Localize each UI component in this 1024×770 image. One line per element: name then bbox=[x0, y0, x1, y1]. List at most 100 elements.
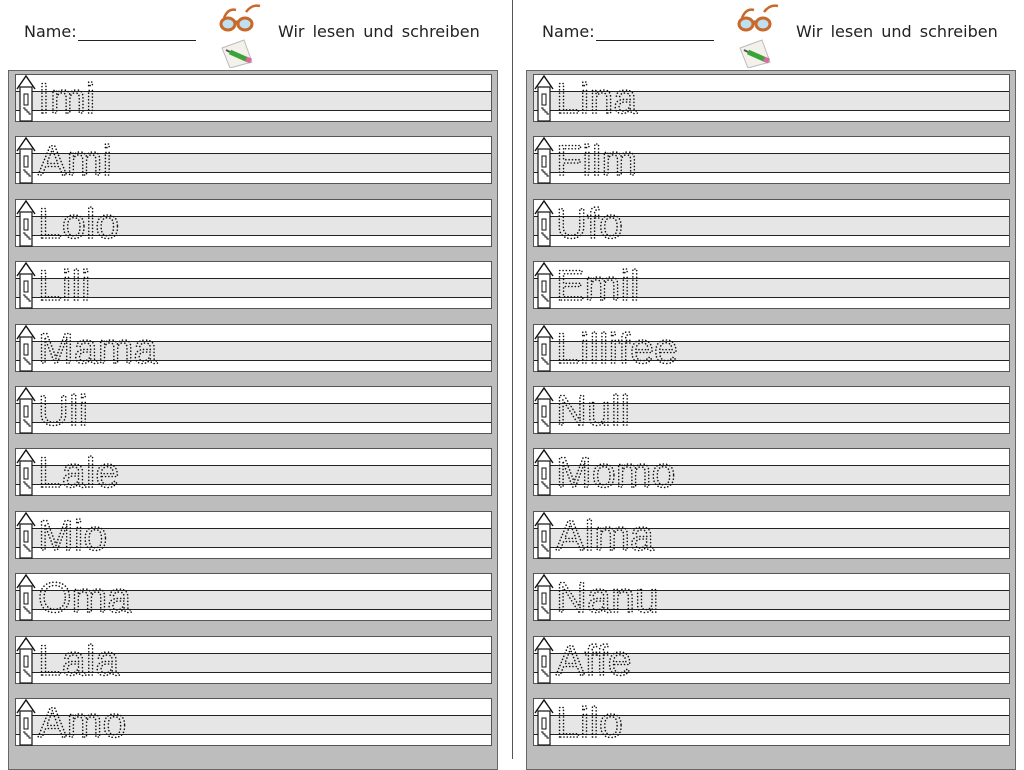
midline-band bbox=[16, 215, 491, 236]
writing-row[interactable]: Emil bbox=[533, 261, 1010, 311]
midline-band bbox=[16, 403, 491, 423]
writing-row[interactable]: Mio bbox=[15, 510, 492, 561]
dotted-word: Affe bbox=[555, 636, 632, 686]
dotted-word: Film bbox=[555, 137, 638, 187]
writing-row[interactable]: Lale bbox=[15, 448, 492, 498]
midline-band bbox=[534, 340, 1009, 361]
writing-row[interactable]: Lala bbox=[15, 635, 492, 685]
midline-band bbox=[16, 340, 491, 361]
house-icon bbox=[16, 386, 36, 434]
header-icons bbox=[736, 4, 782, 69]
trace-word: Mama bbox=[38, 325, 158, 373]
name-field[interactable]: Name: bbox=[24, 22, 196, 41]
writing-row[interactable]: Lolo bbox=[15, 198, 492, 249]
writing-row[interactable]: Imi bbox=[15, 74, 492, 124]
house-icon bbox=[534, 324, 554, 372]
midline-band bbox=[534, 465, 1009, 486]
writing-row[interactable]: Momo bbox=[533, 448, 1010, 498]
house-icon bbox=[16, 324, 36, 372]
trace-word: Lolo bbox=[38, 200, 119, 248]
midline-band bbox=[534, 215, 1009, 236]
writing-row[interactable]: Null bbox=[533, 386, 1010, 436]
house-icon bbox=[16, 449, 36, 496]
name-label: Name: bbox=[24, 22, 77, 41]
name-label: Name: bbox=[542, 22, 595, 41]
writing-row[interactable]: Ami bbox=[15, 136, 492, 186]
trace-word: Alma bbox=[556, 512, 654, 560]
trace-word: Amo bbox=[38, 699, 126, 747]
dotted-word: Lillifee bbox=[555, 324, 679, 374]
writing-row[interactable]: Lillifee bbox=[533, 323, 1010, 373]
dotted-word: Lala bbox=[37, 636, 120, 686]
trace-word: Emil bbox=[556, 262, 640, 310]
midline-band bbox=[16, 278, 491, 299]
dotted-word: Oma bbox=[37, 573, 132, 623]
dotted-word: Mio bbox=[37, 511, 108, 561]
dotted-word: Null bbox=[555, 386, 631, 436]
writing-row[interactable]: Alma bbox=[533, 510, 1010, 561]
midline-band bbox=[534, 590, 1009, 611]
midline-band bbox=[16, 527, 491, 548]
midline-band bbox=[534, 403, 1009, 423]
writing-row[interactable]: Mama bbox=[15, 323, 492, 373]
house-icon bbox=[16, 573, 36, 621]
trace-word: Lina bbox=[556, 75, 637, 123]
header-icons bbox=[218, 4, 264, 69]
midline-band bbox=[534, 278, 1009, 299]
name-blank-line[interactable] bbox=[77, 24, 196, 41]
writing-row[interactable]: Ufo bbox=[533, 198, 1010, 249]
midline-band bbox=[16, 715, 491, 735]
writing-row[interactable]: Lili bbox=[15, 261, 492, 311]
dotted-word: Imi bbox=[37, 74, 96, 124]
house-icon bbox=[16, 74, 36, 122]
dotted-word: Alma bbox=[555, 511, 655, 561]
midline-band bbox=[534, 715, 1009, 735]
name-blank-line[interactable] bbox=[595, 24, 714, 41]
writing-row[interactable]: Oma bbox=[15, 573, 492, 623]
dotted-word: Ami bbox=[37, 137, 113, 187]
dotted-word: Ufo bbox=[555, 199, 624, 249]
dotted-word: Mama bbox=[37, 324, 158, 374]
house-icon bbox=[534, 698, 554, 746]
trace-word: Oma bbox=[38, 574, 131, 622]
house-icon bbox=[534, 74, 554, 122]
house-icon bbox=[534, 137, 554, 184]
trace-word: Lili bbox=[38, 262, 91, 310]
trace-word: Lale bbox=[38, 449, 119, 497]
dotted-word: Nanu bbox=[555, 573, 659, 623]
writing-panel: Lina Film Ufo Emil Lillifee Null Momo Al… bbox=[526, 70, 1016, 770]
house-icon bbox=[16, 199, 36, 247]
writing-panel: Imi Ami Lolo Lili Mama Uli Lale Mio Oma … bbox=[8, 70, 498, 770]
house-icon bbox=[16, 261, 36, 309]
house-icon bbox=[16, 636, 36, 684]
dotted-word: Momo bbox=[555, 449, 676, 499]
writing-row[interactable]: Amo bbox=[15, 698, 492, 748]
house-icon bbox=[534, 261, 554, 309]
dotted-word: Lina bbox=[555, 74, 638, 124]
dotted-word: Lolo bbox=[37, 199, 120, 249]
midline-band bbox=[534, 153, 1009, 174]
pencil-paper-icon bbox=[739, 39, 771, 69]
writing-row[interactable]: Affe bbox=[533, 635, 1010, 685]
writing-row[interactable]: Film bbox=[533, 136, 1010, 186]
house-icon bbox=[534, 511, 554, 559]
writing-row[interactable]: Lilo bbox=[533, 698, 1010, 748]
house-icon bbox=[16, 137, 36, 184]
trace-word: Mio bbox=[38, 512, 107, 560]
house-icon bbox=[534, 573, 554, 621]
trace-word: Film bbox=[556, 137, 637, 185]
writing-row[interactable]: Uli bbox=[15, 386, 492, 436]
writing-row[interactable]: Lina bbox=[533, 74, 1010, 124]
writing-row[interactable]: Nanu bbox=[533, 573, 1010, 623]
dotted-word: Lale bbox=[37, 449, 120, 499]
trace-word: Null bbox=[556, 387, 630, 435]
name-field[interactable]: Name: bbox=[542, 22, 714, 41]
page-header: Name: Wir lesen und schreiben bbox=[0, 0, 512, 70]
page-header: Name: Wir lesen und schreiben bbox=[518, 0, 1024, 70]
trace-word: Imi bbox=[38, 75, 95, 123]
trace-word: Affe bbox=[556, 637, 632, 685]
trace-word: Lillifee bbox=[556, 325, 678, 373]
trace-word: Ami bbox=[38, 137, 112, 185]
house-icon bbox=[534, 199, 554, 247]
dotted-word: Lili bbox=[37, 261, 91, 311]
